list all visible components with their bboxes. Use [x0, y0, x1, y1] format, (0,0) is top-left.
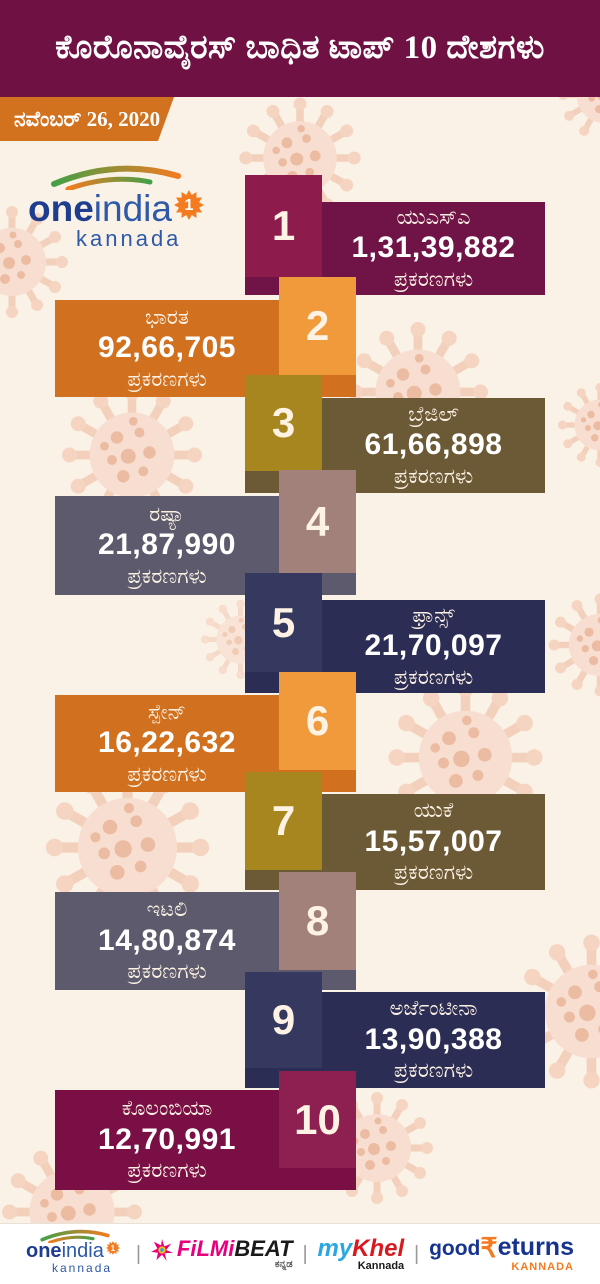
tricolor-arc-icon [51, 165, 181, 190]
cases-label: ಪ್ರಕರಣಗಳು [393, 1059, 474, 1083]
oneindia-wordmark: oneindia 1 [26, 1241, 120, 1261]
brand-india-text: india [93, 188, 172, 229]
page-title: ಕೊರೊನಾವೈರಸ್ ಬಾಧಿತ ಟಾಪ್ 10 ದೇಶಗಳು [55, 30, 545, 66]
cases-label: ಪ್ರಕರಣಗಳು [127, 960, 207, 984]
rank-block-1: 1 [245, 175, 322, 277]
cases-label: ಪ್ರಕರಣಗಳು [393, 665, 474, 689]
cases-label: ಪ್ರಕರಣಗಳು [127, 367, 207, 391]
country-name: ಯುಎಸ್ಎ [396, 205, 471, 229]
cases-count: 92,66,705 [98, 331, 236, 365]
rank-block-7: 7 [245, 772, 322, 870]
cases-count: 16,22,632 [98, 726, 236, 760]
brand-india-text: india [61, 1240, 104, 1262]
rank-block-5: 5 [245, 573, 322, 672]
footer-filmibeat-logo[interactable]: FiLMiBEAT ಕನ್ನಡ [150, 1238, 293, 1270]
country-name: ಅರ್ಜೆಂಟೀನಾ [389, 997, 478, 1021]
cases-count: 21,70,097 [364, 629, 503, 663]
rank-block-4: 4 [279, 470, 356, 573]
khel-text: Khel [352, 1234, 405, 1262]
filmi-text: FiLMi [176, 1236, 235, 1261]
cases-label: ಪ್ರಕರಣಗಳು [393, 267, 474, 291]
filmibeat-kannada-text: ಕನ್ನಡ [274, 1259, 293, 1270]
footer-oneindia-logo[interactable]: oneindia 1 kannada [26, 1229, 126, 1276]
number-one-badge-icon: 1 [173, 190, 204, 220]
country-name: ರಷ್ಯಾ [149, 502, 185, 526]
cases-count: 61,66,898 [364, 428, 503, 462]
country-name: ಕೊಲಂಬಿಯಾ [121, 1097, 213, 1121]
footer-goodreturns-logo[interactable]: good₹eturns KANNADA [429, 1235, 574, 1273]
rupee-icon: ₹ [480, 1233, 498, 1263]
rank-block-2: 2 [279, 277, 356, 375]
rank-block-9: 9 [245, 972, 322, 1068]
cases-count: 14,80,874 [98, 923, 236, 957]
filmibeat-wordmark: FiLMiBEAT ಕನ್ನಡ [177, 1238, 293, 1270]
mykhel-kannada-text: Kannada [357, 1259, 405, 1272]
filmibeat-star-icon [150, 1239, 173, 1261]
country-name: ಬ್ರೆಜಿಲ್ [408, 402, 459, 426]
country-name: ಭಾರತ [145, 305, 189, 329]
separator: | [135, 1242, 142, 1265]
mykhel-wordmark: myKhel Kannada [317, 1235, 404, 1272]
rank-block-3: 3 [245, 375, 322, 471]
badge-number: 1 [110, 1244, 116, 1253]
cases-label: ಪ್ರಕರಣಗಳು [127, 564, 207, 588]
my-text: my [317, 1234, 353, 1262]
good-text: good [429, 1237, 481, 1260]
eturns-text: eturns [497, 1233, 574, 1261]
oneindia-kannada-logo: oneindia 1 kannada [28, 165, 204, 251]
badge-number: 1 [184, 197, 194, 214]
cases-count: 13,90,388 [364, 1022, 503, 1056]
cases-label: ಪ್ರಕರಣಗಳು [127, 1159, 207, 1183]
beat-text: BEAT [234, 1236, 293, 1261]
date-label: ನವೆಂಬರ್ 26, 2020 [14, 106, 161, 131]
cases-count: 12,70,991 [98, 1122, 236, 1156]
separator: | [302, 1242, 308, 1265]
separator: | [414, 1242, 420, 1265]
brand-one-text: one [28, 188, 94, 229]
oneindia-wordmark: oneindia 1 [28, 190, 204, 227]
date-ribbon: ನವೆಂಬರ್ 26, 2020 [0, 97, 174, 141]
header-banner: ಕೊರೊನಾವೈರಸ್ ಬಾಧಿತ ಟಾಪ್ 10 ದೇಶಗಳು [0, 0, 600, 97]
goodreturns-kannada-text: KANNADA [511, 1261, 574, 1273]
cases-count: 21,87,990 [98, 528, 236, 562]
rank-block-10: 10 [279, 1071, 356, 1168]
number-one-badge-icon: 1 [105, 1241, 120, 1255]
country-name: ಯುಕೆ [413, 799, 454, 823]
rank-block-8: 8 [279, 872, 356, 970]
country-name: ಫ್ರಾನ್ಸ್ [412, 603, 455, 627]
footer-mykhel-logo[interactable]: myKhel Kannada [317, 1235, 404, 1272]
cases-count: 1,31,39,882 [351, 231, 516, 265]
cases-label: ಪ್ರಕರಣಗಳು [127, 762, 207, 786]
brand-one-text: one [26, 1240, 62, 1262]
brand-kannada-text: kannada [76, 226, 182, 251]
footer-brand-bar: oneindia 1 kannada | FiLMiBEAT ಕನ್ನಡ | myK… [0, 1223, 600, 1284]
brand-kannada-text: kannada [52, 1261, 113, 1275]
cases-count: 15,57,007 [364, 824, 503, 858]
cases-label: ಪ್ರಕರಣಗಳು [393, 861, 474, 885]
country-name: ಇಟಲಿ [146, 898, 188, 922]
country-name: ಸ್ಪೇನ್ [147, 700, 187, 724]
cases-label: ಪ್ರಕರಣಗಳು [393, 464, 474, 488]
rank-block-6: 6 [279, 672, 356, 770]
